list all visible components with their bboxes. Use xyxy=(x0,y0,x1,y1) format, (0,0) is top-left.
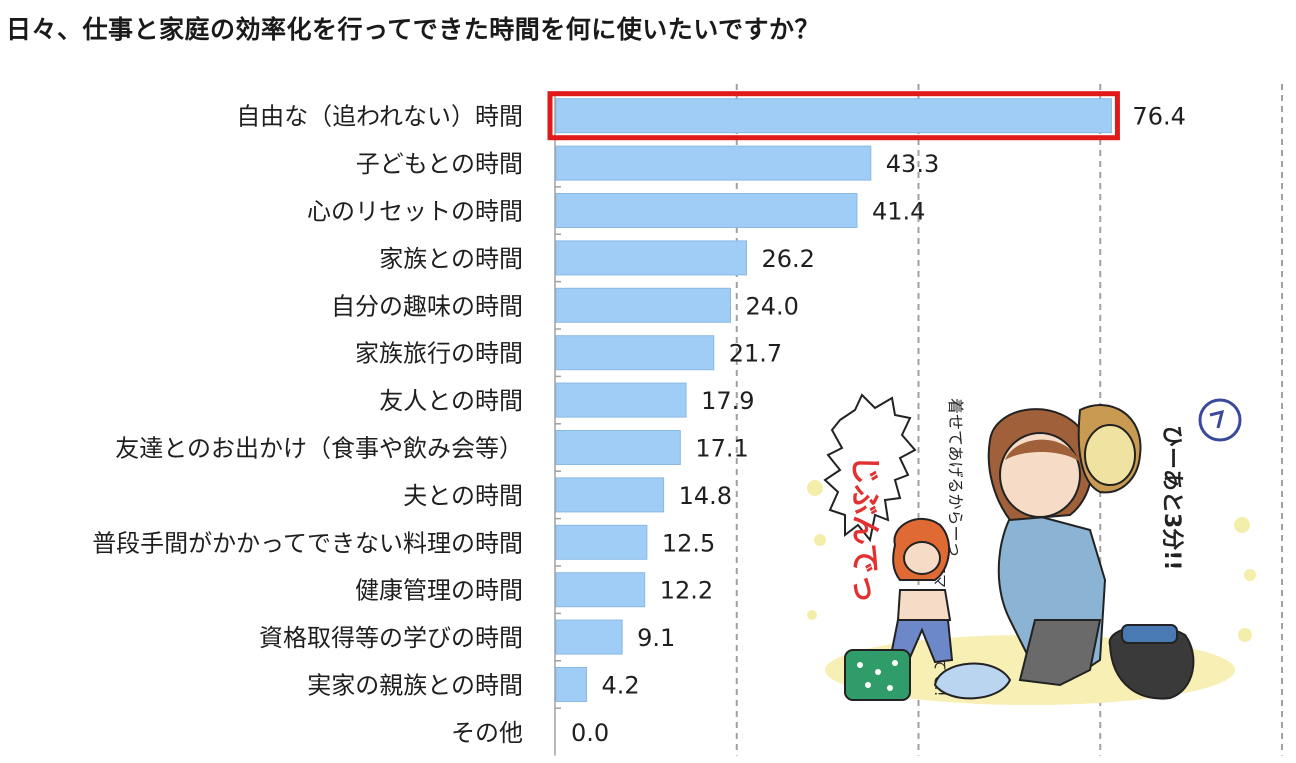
category-label: 友人との時間 xyxy=(379,387,523,415)
value-label: 41.4 xyxy=(872,198,925,226)
value-label: 43.3 xyxy=(886,150,939,178)
category-label: その他 xyxy=(451,719,523,747)
bars xyxy=(547,91,1120,702)
category-label: 普段手間がかかってできない料理の時間 xyxy=(92,529,523,557)
value-label: 17.1 xyxy=(695,435,748,463)
bar xyxy=(555,382,687,418)
bar xyxy=(555,430,681,465)
bar xyxy=(555,240,747,276)
value-label: 14.8 xyxy=(679,482,732,510)
value-label: 76.4 xyxy=(1132,103,1185,131)
bar xyxy=(555,335,715,371)
category-label: 資格取得等の学びの時間 xyxy=(259,624,523,652)
highlight-box xyxy=(547,91,1120,141)
category-label: 自由な（追われない）時間 xyxy=(236,103,523,131)
bar xyxy=(555,145,872,181)
speech-bubble-4: ひーあと3分!! xyxy=(1159,425,1184,570)
value-label: 12.5 xyxy=(662,529,715,557)
category-label: 夫との時間 xyxy=(403,482,523,510)
bar xyxy=(555,572,646,608)
bar xyxy=(555,477,665,513)
value-label: 21.7 xyxy=(729,340,782,368)
bar xyxy=(555,287,731,323)
speech-bubble-1: 着せてあげるからーっ xyxy=(946,398,965,558)
category-label: 子どもとの時間 xyxy=(356,150,523,178)
category-label: 家族旅行の時間 xyxy=(355,340,523,368)
value-label: 17.9 xyxy=(701,387,754,415)
bar xyxy=(555,667,588,702)
bar xyxy=(555,524,648,560)
speech-bubble-2: じぶんでっ xyxy=(847,455,882,604)
category-label: 友達とのお出かけ（食事や飲み会等） xyxy=(115,435,523,463)
bar xyxy=(555,98,1112,134)
category-label: 実家の親族との時間 xyxy=(307,672,523,700)
value-label: 24.0 xyxy=(745,292,798,320)
value-label: 26.2 xyxy=(761,245,814,273)
bar xyxy=(555,193,858,228)
value-label: 9.1 xyxy=(637,624,675,652)
category-label: 自分の趣味の時間 xyxy=(331,292,523,320)
category-label: 健康管理の時間 xyxy=(355,577,523,605)
labels: 自由な（追われない）時間 76.4 子どもとの時間 43.3 心のリセットの時間 41.4… xyxy=(92,103,1186,747)
value-label: 0.0 xyxy=(571,719,609,747)
chart-title: 日々、仕事と家庭の効率化を行ってできた時間を何に使いたいですか？ xyxy=(6,15,821,44)
value-label: 12.2 xyxy=(660,577,713,605)
category-label: 家族との時間 xyxy=(379,245,523,273)
value-label: 4.2 xyxy=(602,672,640,700)
mother-child-illustration: じぶんでっ 着せてあげるからーっ ママあっちいってて!! ひーあと3分!! xyxy=(807,393,1256,705)
category-label: 心のリセットの時間 xyxy=(307,198,523,226)
bar xyxy=(555,619,623,655)
